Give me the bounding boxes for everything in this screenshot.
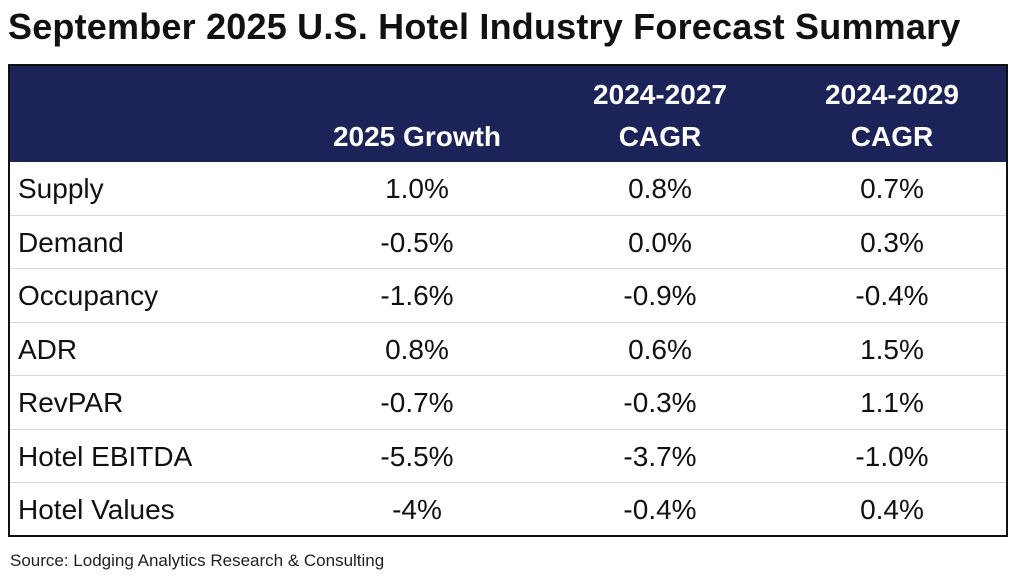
cell-2024-2027-cagr: -3.7% (623, 440, 697, 472)
row-label: Demand (18, 226, 124, 258)
cell-2024-2027-cagr: -0.4% (623, 494, 697, 525)
cell-2024-2029-cagr: 0.4% (860, 494, 924, 525)
forecast-table: 2025 Growth 2024-2027 CAGR 2024-2029 CAG… (8, 64, 1008, 537)
table-row: RevPAR -0.7% -0.3% 1.1% (10, 376, 1006, 430)
row-label: ADR (18, 333, 78, 365)
header-2025-growth: 2025 Growth (332, 121, 502, 152)
table-row: Occupancy -1.6% -0.9% -0.4% (10, 269, 1006, 323)
cell-2024-2029-cagr: 1.5% (860, 333, 924, 365)
cell-2024-2029-cagr: -0.4% (855, 280, 929, 311)
row-label: Occupancy (18, 280, 159, 311)
cell-2024-2027-cagr: 0.6% (628, 333, 692, 365)
page-title: September 2025 U.S. Hotel Industry Forec… (8, 6, 961, 47)
cell-2024-2029-cagr: 0.3% (860, 226, 924, 258)
row-label: Hotel EBITDA (18, 440, 193, 472)
row-label: Supply (18, 173, 104, 204)
cell-2025-growth: -5.5% (380, 440, 454, 472)
header-2024-2027-cagr: 2024-2027 CAGR (593, 79, 727, 152)
cell-2024-2029-cagr: 0.7% (860, 173, 924, 204)
header-2024-2029-cagr: 2024-2029 CAGR (825, 79, 959, 152)
row-label: Hotel Values (18, 494, 175, 525)
cell-2025-growth: -4% (392, 494, 442, 525)
cell-2024-2029-cagr: -1.0% (855, 440, 929, 472)
table-row: Hotel Values -4% -0.4% 0.4% (10, 483, 1006, 537)
table-row: ADR 0.8% 0.6% 1.5% (10, 323, 1006, 376)
cell-2025-growth: 1.0% (385, 173, 449, 204)
cell-2024-2027-cagr: 0.0% (628, 226, 692, 258)
cell-2025-growth: -0.5% (380, 226, 454, 258)
row-label: RevPAR (18, 387, 124, 418)
cell-2024-2029-cagr: 1.1% (860, 387, 924, 418)
table-body: Supply 1.0% 0.8% 0.7% Demand -0.5% 0.0% … (10, 162, 1006, 537)
cell-2025-growth: -1.6% (380, 280, 454, 311)
table-header: 2025 Growth 2024-2027 CAGR 2024-2029 CAG… (10, 66, 1006, 162)
cell-2024-2027-cagr: -0.9% (623, 280, 697, 311)
table-row: Supply 1.0% 0.8% 0.7% (10, 162, 1006, 216)
cell-2024-2027-cagr: -0.3% (623, 387, 697, 418)
table-row: Demand -0.5% 0.0% 0.3% (10, 216, 1006, 269)
cell-2025-growth: 0.8% (385, 333, 449, 365)
source-note: Source: Lodging Analytics Research & Con… (10, 551, 385, 570)
cell-2025-growth: -0.7% (380, 387, 454, 418)
cell-2024-2027-cagr: 0.8% (628, 173, 692, 204)
table-row: Hotel EBITDA -5.5% -3.7% -1.0% (10, 430, 1006, 483)
